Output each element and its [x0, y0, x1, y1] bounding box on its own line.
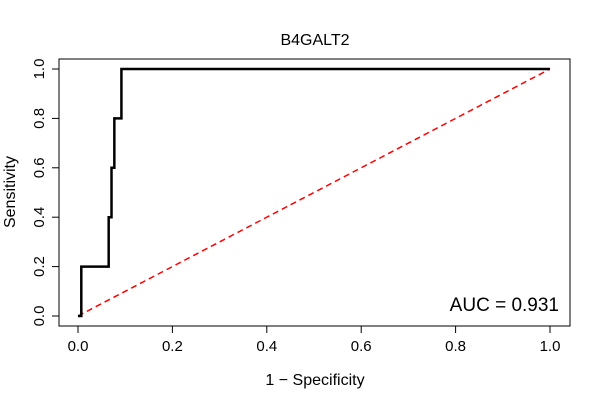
x-tick-label: 1.0 — [540, 338, 561, 355]
x-tick-label: 0.8 — [445, 338, 466, 355]
auc-annotation: AUC = 0.931 — [450, 295, 559, 316]
chart-title: B4GALT2 — [280, 32, 349, 49]
x-tick-label: 0.2 — [162, 338, 183, 355]
y-tick-label: 0.4 — [31, 207, 48, 228]
roc-curve-line — [78, 67, 550, 318]
reference-diagonal-line — [77, 68, 551, 317]
y-tick-label: 0.6 — [31, 157, 48, 178]
x-axis: 0.0 0.2 0.4 0.6 0.8 1.0 — [68, 325, 561, 355]
y-tick-label: 0.0 — [31, 306, 48, 327]
x-tick-label: 0.4 — [256, 338, 277, 355]
x-axis-title: 1 − Specificity — [265, 372, 364, 389]
x-tick-label: 0.0 — [68, 338, 89, 355]
y-tick-label: 0.2 — [31, 256, 48, 277]
series-layer — [77, 67, 551, 318]
y-axis-title: Sensitivity — [2, 156, 19, 228]
y-axis: 0.0 0.2 0.4 0.6 0.8 1.0 — [31, 59, 60, 327]
y-tick-label: 1.0 — [31, 59, 48, 80]
x-tick-label: 0.6 — [351, 338, 372, 355]
y-tick-label: 0.8 — [31, 108, 48, 129]
